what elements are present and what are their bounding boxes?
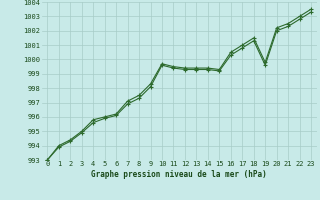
X-axis label: Graphe pression niveau de la mer (hPa): Graphe pression niveau de la mer (hPa) [91,170,267,179]
